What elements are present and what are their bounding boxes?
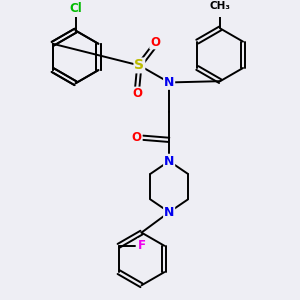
Text: N: N <box>164 154 174 168</box>
Text: CH₃: CH₃ <box>210 1 231 11</box>
Text: Cl: Cl <box>69 2 82 15</box>
Text: N: N <box>164 206 174 219</box>
Text: O: O <box>150 35 160 49</box>
Text: N: N <box>164 76 174 89</box>
Text: O: O <box>132 87 142 101</box>
Text: S: S <box>134 58 144 72</box>
Text: F: F <box>138 239 146 252</box>
Text: O: O <box>132 131 142 144</box>
